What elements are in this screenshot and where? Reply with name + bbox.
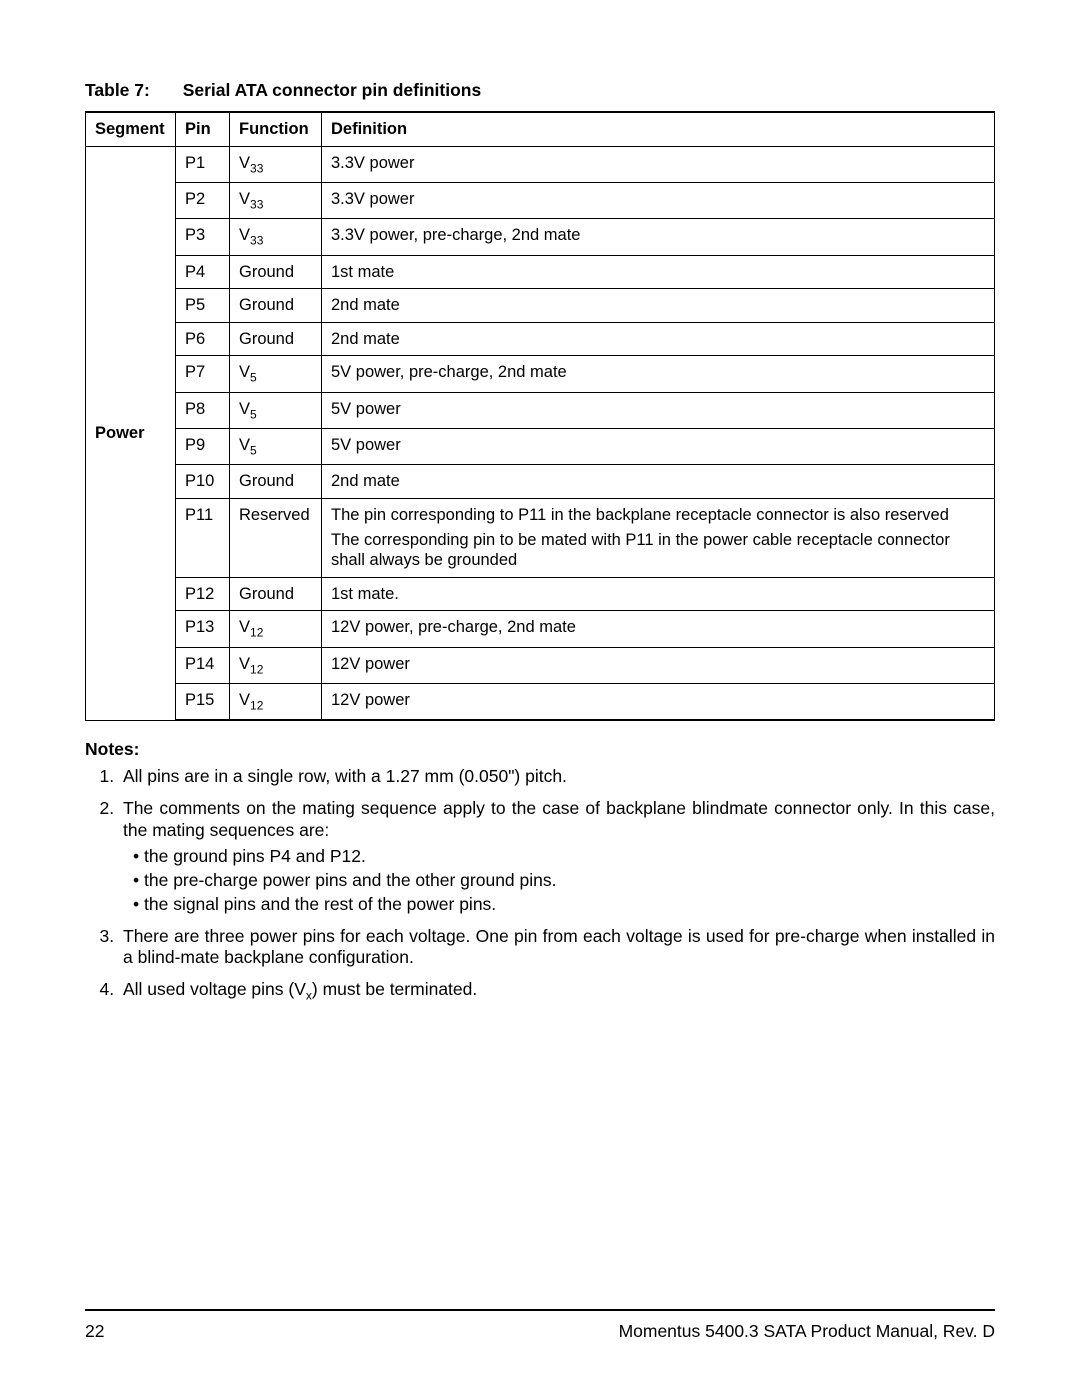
pin-cell: P11 xyxy=(176,498,230,577)
table-row: P13V1212V power, pre-charge, 2nd mate xyxy=(86,611,995,647)
note-item: There are three power pins for each volt… xyxy=(119,926,995,970)
pin-cell: P12 xyxy=(176,577,230,611)
function-cell: Ground xyxy=(230,322,322,356)
function-cell: V12 xyxy=(230,647,322,683)
table-row: P2V333.3V power xyxy=(86,182,995,218)
table-title: Serial ATA connector pin definitions xyxy=(183,80,482,100)
definition-cell: 5V power xyxy=(322,428,995,464)
table-header-row: Segment Pin Function Definition xyxy=(86,112,995,146)
pin-definitions-table: Segment Pin Function Definition PowerP1V… xyxy=(85,111,995,721)
function-cell: V12 xyxy=(230,684,322,721)
note-sublist-item: the ground pins P4 and P12. xyxy=(133,846,995,868)
table-row: P12Ground1st mate. xyxy=(86,577,995,611)
pin-cell: P9 xyxy=(176,428,230,464)
note-sublist-item: the pre-charge power pins and the other … xyxy=(133,870,995,892)
table-row: P11ReservedThe pin corresponding to P11 … xyxy=(86,498,995,577)
notes-list: All pins are in a single row, with a 1.2… xyxy=(85,766,995,1004)
page: Table 7: Serial ATA connector pin defini… xyxy=(0,0,1080,1397)
function-cell: Ground xyxy=(230,255,322,289)
th-segment: Segment xyxy=(86,112,176,146)
definition-cell: 2nd mate xyxy=(322,465,995,499)
definition-cell: 5V power, pre-charge, 2nd mate xyxy=(322,356,995,392)
table-row: P9V55V power xyxy=(86,428,995,464)
function-cell: V12 xyxy=(230,611,322,647)
pin-cell: P14 xyxy=(176,647,230,683)
pin-cell: P4 xyxy=(176,255,230,289)
th-function: Function xyxy=(230,112,322,146)
function-cell: Reserved xyxy=(230,498,322,577)
definition-cell: 2nd mate xyxy=(322,322,995,356)
definition-cell: 1st mate. xyxy=(322,577,995,611)
table-row: PowerP1V333.3V power xyxy=(86,146,995,182)
definition-cell: 3.3V power, pre-charge, 2nd mate xyxy=(322,219,995,255)
pin-cell: P6 xyxy=(176,322,230,356)
page-number: 22 xyxy=(85,1321,104,1342)
pin-cell: P7 xyxy=(176,356,230,392)
definition-cell: 12V power xyxy=(322,647,995,683)
definition-cell: 3.3V power xyxy=(322,182,995,218)
page-footer: 22 Momentus 5400.3 SATA Product Manual, … xyxy=(85,1309,995,1342)
note-sublist-item: the signal pins and the rest of the powe… xyxy=(133,894,995,916)
table-row: P8V55V power xyxy=(86,392,995,428)
pin-cell: P15 xyxy=(176,684,230,721)
table-row: P4Ground1st mate xyxy=(86,255,995,289)
note-item: All pins are in a single row, with a 1.2… xyxy=(119,766,995,788)
pin-cell: P10 xyxy=(176,465,230,499)
notes-section: Notes: All pins are in a single row, wit… xyxy=(85,739,995,1004)
pin-cell: P3 xyxy=(176,219,230,255)
function-cell: V33 xyxy=(230,146,322,182)
table-row: P3V333.3V power, pre-charge, 2nd mate xyxy=(86,219,995,255)
table-row: P7V55V power, pre-charge, 2nd mate xyxy=(86,356,995,392)
function-cell: V33 xyxy=(230,219,322,255)
definition-cell: 2nd mate xyxy=(322,289,995,323)
pin-cell: P1 xyxy=(176,146,230,182)
th-pin: Pin xyxy=(176,112,230,146)
notes-heading: Notes: xyxy=(85,739,995,760)
table-row: P14V1212V power xyxy=(86,647,995,683)
pin-cell: P8 xyxy=(176,392,230,428)
table-row: P5Ground2nd mate xyxy=(86,289,995,323)
function-cell: Ground xyxy=(230,465,322,499)
function-cell: Ground xyxy=(230,577,322,611)
note-item: All used voltage pins (Vx) must be termi… xyxy=(119,979,995,1004)
definition-cell: 1st mate xyxy=(322,255,995,289)
function-cell: V5 xyxy=(230,428,322,464)
note-item: The comments on the mating sequence appl… xyxy=(119,798,995,915)
pin-cell: P5 xyxy=(176,289,230,323)
pin-cell: P2 xyxy=(176,182,230,218)
function-cell: V5 xyxy=(230,392,322,428)
segment-cell: Power xyxy=(86,146,176,720)
definition-cell: The pin corresponding to P11 in the back… xyxy=(322,498,995,577)
function-cell: V33 xyxy=(230,182,322,218)
footer-title: Momentus 5400.3 SATA Product Manual, Rev… xyxy=(619,1321,995,1342)
definition-cell: 12V power xyxy=(322,684,995,721)
function-cell: V5 xyxy=(230,356,322,392)
definition-cell: 3.3V power xyxy=(322,146,995,182)
table-row: P6Ground2nd mate xyxy=(86,322,995,356)
definition-cell: 12V power, pre-charge, 2nd mate xyxy=(322,611,995,647)
table-caption: Table 7: Serial ATA connector pin defini… xyxy=(85,80,995,101)
th-definition: Definition xyxy=(322,112,995,146)
note-sublist: the ground pins P4 and P12.the pre-charg… xyxy=(123,846,995,916)
table-number: Table 7: xyxy=(85,80,150,100)
function-cell: Ground xyxy=(230,289,322,323)
definition-cell: 5V power xyxy=(322,392,995,428)
table-row: P10Ground2nd mate xyxy=(86,465,995,499)
pin-cell: P13 xyxy=(176,611,230,647)
table-row: P15V1212V power xyxy=(86,684,995,721)
